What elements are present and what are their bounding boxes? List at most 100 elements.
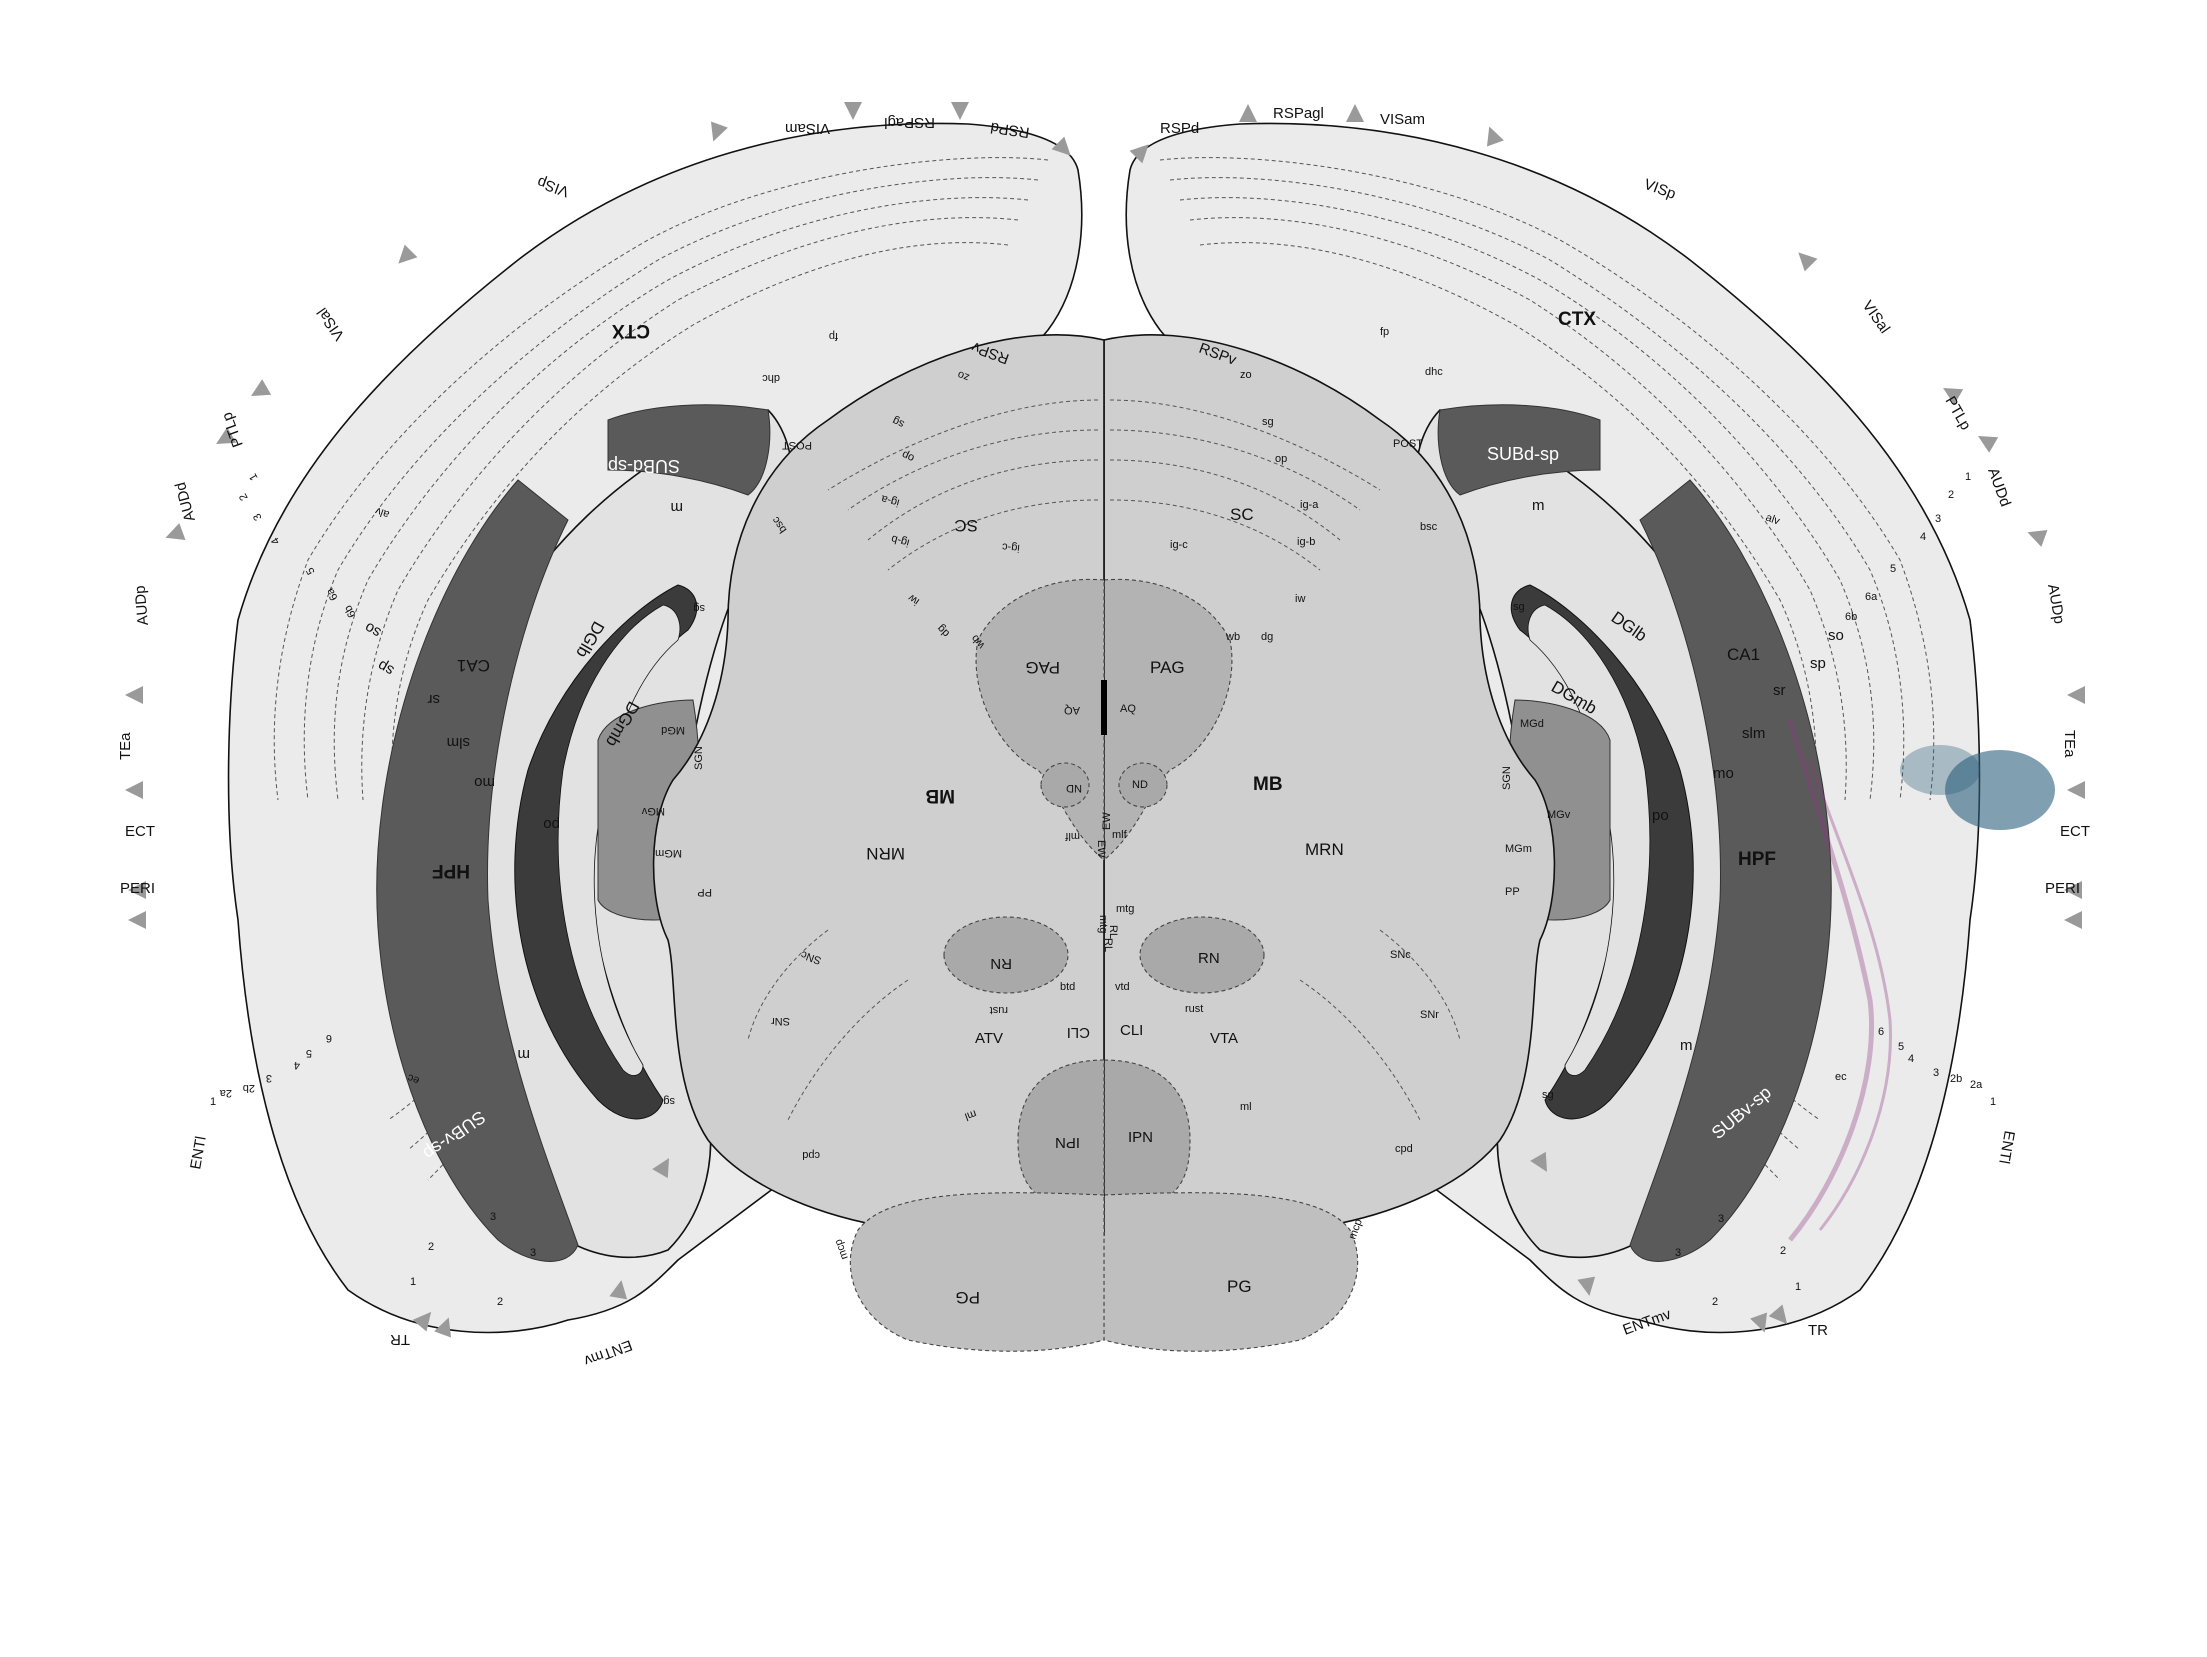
right-label-hpf: HPF [1738, 849, 1776, 870]
right-label-mgv: MGv [1547, 809, 1571, 821]
right-label-ig-b: ig-b [1297, 536, 1315, 548]
left-label-cpd: cpd [802, 1149, 820, 1161]
left-label-post: POST [782, 439, 812, 451]
boundary-marker-icon [1750, 1312, 1768, 1333]
boundary-marker-icon [165, 523, 186, 541]
right-layer-2b: 2b [1950, 1073, 1962, 1085]
right-label-wb: wb [1225, 631, 1240, 643]
boundary-marker-icon [398, 244, 418, 264]
boundary-marker-icon [2027, 529, 2048, 547]
left-label-sc: SC [954, 516, 978, 535]
right-label-tr: TR [1808, 1322, 1828, 1339]
right-label-aq: AQ [1120, 703, 1136, 715]
left-label-pp: PP [697, 886, 712, 898]
boundary-marker-icon [1346, 104, 1364, 122]
boundary-marker-icon [2067, 781, 2085, 799]
right-label-po: po [1652, 807, 1669, 824]
right-layer-6b: 6b [1845, 611, 1857, 623]
left-layer-1: 1 [247, 471, 260, 482]
right-label-ml: ml [1240, 1101, 1252, 1113]
right-ent-layer-3: 3 [1718, 1213, 1724, 1225]
right-label-sp: sp [1810, 655, 1826, 672]
boundary-marker-icon [1768, 1304, 1788, 1325]
left-label-mo: mo [474, 774, 495, 791]
right-label-audd: AUDd [1984, 466, 2014, 509]
left-label-visp: VISp [535, 173, 571, 200]
right-label-mgm: MGm [1505, 843, 1532, 855]
boundary-marker-icon [2064, 881, 2082, 899]
right-label-mlf: mlf [1112, 829, 1128, 841]
left-ent-layer-2: 2 [428, 1241, 434, 1253]
left-layer-4l: 4 [294, 1059, 300, 1071]
right-layer-3r: 3 [1933, 1067, 1939, 1079]
left-label-sgn: SGN [693, 746, 705, 770]
left-label-sp: sp [375, 657, 397, 680]
boundary-marker-icon [1530, 1151, 1547, 1172]
right-label-rust: rust [1185, 1003, 1203, 1015]
left-label-btd: btd [1060, 981, 1075, 993]
left-layer-6l: 6 [326, 1032, 332, 1044]
left-label-m-bot: m [518, 1046, 531, 1063]
left-label-ec: ec [406, 1071, 421, 1086]
right-label-vtd: vtd [1115, 981, 1130, 993]
left-label-ig-b: ig-b [890, 532, 911, 548]
right-label-dhc: dhc [1425, 366, 1443, 378]
projection-labeling [1787, 719, 2055, 1242]
right-label-ctx: CTX [1558, 309, 1596, 330]
right-layer-6a: 6a [1865, 591, 1878, 603]
left-label-sg-bot: sg [663, 1095, 675, 1107]
left-label-entl: ENTl [187, 1135, 210, 1171]
right-label-bsc: bsc [1420, 521, 1438, 533]
right-label-sg-sc: sg [1262, 416, 1274, 428]
left-label-tea: TEa [117, 732, 134, 760]
right-label-ig-a: ig-a [1300, 499, 1319, 511]
right-layer-4r: 4 [1908, 1053, 1914, 1065]
left-layer-3: 3 [251, 511, 264, 522]
right-layer-5r: 5 [1898, 1041, 1904, 1053]
left-label-alv: alv [373, 504, 391, 520]
right-label-ect: ECT [2060, 823, 2090, 840]
left-label-fp: fp [829, 330, 838, 342]
left-label-sg-top: sg [693, 602, 705, 614]
right-label-sg-bot: sg [1542, 1089, 1554, 1101]
boundary-marker-icon [609, 1280, 628, 1300]
left-layer-5: 5 [304, 565, 317, 576]
left-tr-layer-3: 3 [530, 1247, 536, 1259]
left-label-audd: AUDd [172, 480, 199, 523]
left-label-entmv: ENTmv [581, 1336, 634, 1369]
right-layer-3: 3 [1935, 513, 1941, 525]
right-layer-6r: 6 [1878, 1026, 1884, 1038]
left-ent-layer-3: 3 [490, 1211, 496, 1223]
right-label-iw: iw [1295, 593, 1305, 605]
boundary-marker-icon [1798, 252, 1818, 272]
right-label-cpd: cpd [1395, 1143, 1413, 1155]
right-label-zo: zo [1240, 369, 1252, 381]
right-label-so: so [1828, 627, 1844, 644]
right-label-ig-c: ig-c [1170, 539, 1188, 551]
boundary-marker-icon [2067, 686, 2085, 704]
left-label-peri: PERI [120, 880, 155, 897]
left-label-atv: ATV [975, 1030, 1003, 1047]
left-label-ipn: IPN [1055, 1134, 1080, 1151]
right-layer-4: 4 [1920, 531, 1926, 543]
left-label-slm: slm [447, 734, 470, 751]
right-label-rl: RL [1107, 925, 1119, 939]
right-label-ew: EW [1095, 840, 1107, 858]
left-label-aq: AQ [1064, 704, 1080, 716]
right-layer-2: 2 [1948, 489, 1954, 501]
boundary-marker-icon [1239, 104, 1257, 122]
boundary-marker-icon [412, 1311, 432, 1332]
right-label-cli: CLI [1120, 1022, 1143, 1039]
left-label-rust: rust [990, 1004, 1008, 1016]
right-label-pag: PAG [1150, 658, 1185, 677]
left-label-rspagl: RSPagl [884, 114, 935, 131]
right-label-pp: PP [1505, 886, 1520, 898]
right-label-fp: fp [1380, 326, 1389, 338]
boundary-marker-icon [216, 427, 237, 444]
left-ent-layer-1: 1 [210, 1096, 216, 1108]
right-tr-layer-3: 3 [1675, 1247, 1681, 1259]
right-label-visp: VISp [1642, 176, 1678, 203]
right-ent-layer-2: 2 [1780, 1245, 1786, 1257]
boundary-marker-icon [251, 379, 272, 396]
right-label-ec: ec [1835, 1071, 1847, 1083]
